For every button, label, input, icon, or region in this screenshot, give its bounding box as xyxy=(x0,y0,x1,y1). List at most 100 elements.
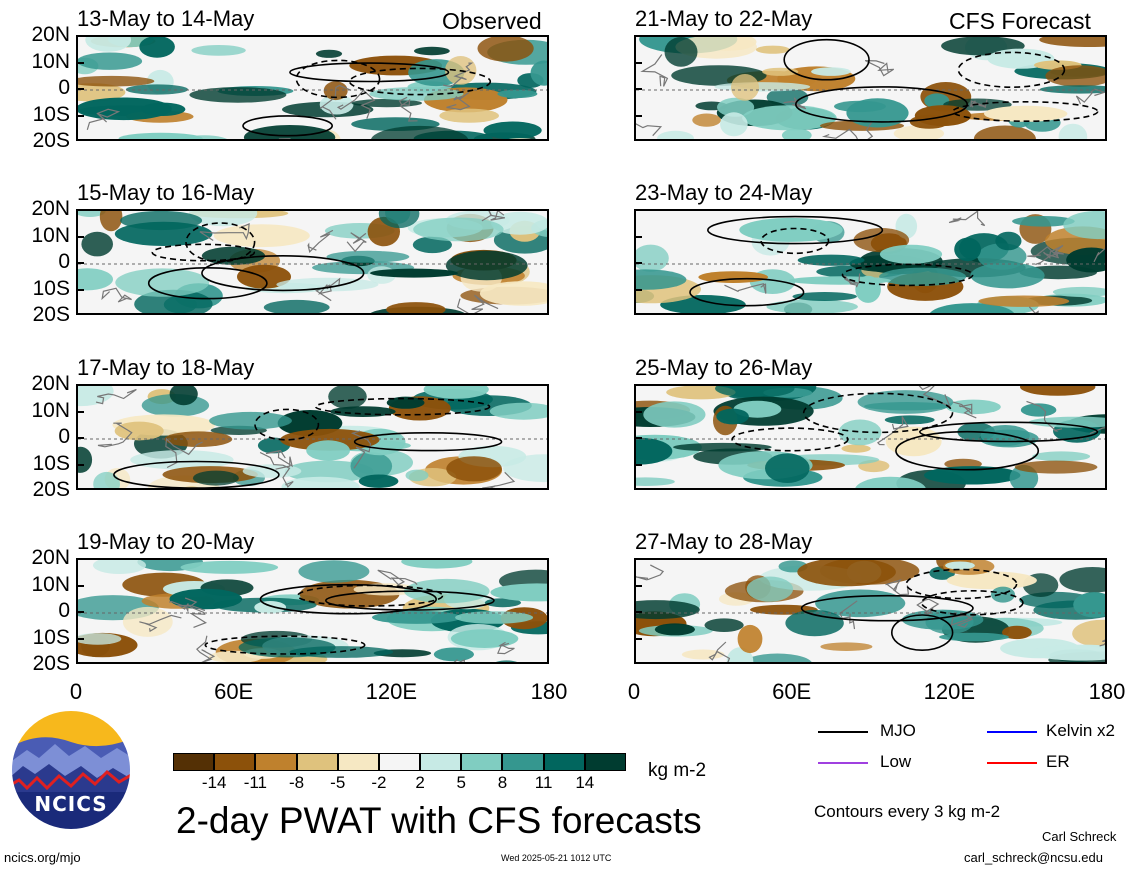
footer-author: Carl Schreck xyxy=(1042,829,1117,844)
anomaly-blob xyxy=(879,244,943,264)
anomaly-blob xyxy=(78,211,106,217)
anomaly-blob xyxy=(755,45,790,54)
anomaly-blob xyxy=(1002,625,1032,640)
coastline xyxy=(708,641,731,662)
anomaly-blob xyxy=(243,125,336,139)
anomaly-blob xyxy=(386,396,425,409)
colorbar-tick-label: 14 xyxy=(575,773,595,792)
lat-tick-label: 10S xyxy=(32,625,70,649)
anomaly-blob xyxy=(508,138,532,139)
anomaly-blob xyxy=(654,623,695,636)
colorbar-swatch xyxy=(173,753,215,771)
lat-tick-label: 20S xyxy=(32,478,70,501)
lat-tick xyxy=(636,410,642,413)
anomaly-blob xyxy=(1014,460,1098,474)
lat-tick xyxy=(78,463,84,466)
anomaly-blob xyxy=(120,211,203,231)
mjo-contour xyxy=(905,568,1018,600)
anomaly-blob xyxy=(811,67,851,76)
legend-label-low: Low xyxy=(880,752,912,771)
panel-map xyxy=(76,35,549,141)
anomaly-blob xyxy=(1039,85,1105,94)
coastline xyxy=(864,60,895,77)
anomaly-blob xyxy=(78,75,155,87)
coastline xyxy=(97,422,133,448)
anomaly-blob xyxy=(93,471,120,488)
anomaly-blob xyxy=(636,437,673,465)
panel-map xyxy=(634,384,1107,490)
colorbar-swatch xyxy=(214,753,256,771)
anomaly-blob xyxy=(664,37,698,67)
panel-map xyxy=(634,35,1107,141)
colorbar-tick-label: -14 xyxy=(201,773,227,792)
mjo-contour xyxy=(731,427,849,452)
anomaly-blob xyxy=(841,444,871,453)
coastline xyxy=(86,108,121,130)
pwat-anomaly-field xyxy=(78,560,547,662)
anomaly-blob xyxy=(496,660,517,662)
mjo-contour xyxy=(952,101,1099,123)
anomaly-blob xyxy=(85,37,132,52)
coastline xyxy=(346,232,367,253)
anomaly-blob xyxy=(99,211,123,232)
lat-tick-label: 0 xyxy=(58,76,70,99)
mjo-contour xyxy=(113,460,280,488)
panel-map xyxy=(76,384,549,490)
anomaly-blob xyxy=(191,45,246,56)
coastline xyxy=(350,430,372,469)
colorbar-tick-label: 11 xyxy=(534,773,553,792)
anomaly-blob xyxy=(81,231,113,257)
coastline xyxy=(307,229,334,253)
mjo-contour xyxy=(707,215,884,245)
footer-url[interactable]: ncics.org/mjo xyxy=(4,850,81,865)
anomaly-blob xyxy=(995,231,1022,251)
anomaly-blob xyxy=(209,411,292,430)
panel-map xyxy=(76,558,549,664)
anomaly-blob xyxy=(980,425,1030,446)
anomaly-blob xyxy=(78,268,113,291)
anomaly-blob xyxy=(189,87,287,103)
anomaly-blob xyxy=(929,303,1015,313)
legend-line-kelvin xyxy=(987,731,1037,733)
panel-map xyxy=(76,209,549,315)
coastline xyxy=(377,569,418,586)
panel-map xyxy=(634,558,1107,664)
pwat-anomaly-field xyxy=(636,37,1105,139)
mjo-contour xyxy=(920,589,1024,616)
anomaly-blob xyxy=(328,386,367,409)
lat-tick-label: 20N xyxy=(31,23,70,46)
anomaly-blob xyxy=(973,125,1036,139)
pwat-anomaly-field xyxy=(78,211,547,313)
lat-tick-label: 20S xyxy=(32,652,70,675)
lat-tick-label: 10N xyxy=(31,398,70,422)
anomaly-blob xyxy=(306,440,350,461)
lat-tick xyxy=(78,235,84,238)
coastline xyxy=(165,437,203,469)
anomaly-blob xyxy=(1012,216,1075,227)
lat-tick xyxy=(78,437,84,439)
coastline xyxy=(952,401,977,419)
lat-tick-label: 20N xyxy=(31,372,70,395)
coastline xyxy=(319,84,352,120)
anomaly-blob xyxy=(115,268,210,297)
lat-tick-label: 20N xyxy=(31,197,70,220)
anomaly-blob xyxy=(118,132,203,139)
lat-tick-label: 10N xyxy=(31,223,70,247)
colorbar-tick-label: -2 xyxy=(371,773,387,792)
lat-tick-label: 20S xyxy=(32,303,70,326)
coastline xyxy=(948,211,986,227)
anomaly-blob xyxy=(238,637,336,658)
anomaly-blob xyxy=(636,269,687,290)
anomaly-blob xyxy=(369,87,464,101)
lat-tick-label: 10S xyxy=(32,276,70,300)
colorbar-tick-label: 8 xyxy=(497,773,508,792)
anomaly-blob xyxy=(276,277,379,292)
mjo-contour xyxy=(242,115,333,137)
colorbar-tick-label: -5 xyxy=(330,773,346,792)
panel-title: 21-May to 22-May xyxy=(635,6,813,31)
lat-tick xyxy=(78,61,84,64)
coastline xyxy=(844,273,861,288)
chart-title: 2-day PWAT with CFS forecasts xyxy=(176,800,702,841)
anomaly-blob xyxy=(423,386,489,399)
legend-label-er: ER xyxy=(1046,752,1070,771)
